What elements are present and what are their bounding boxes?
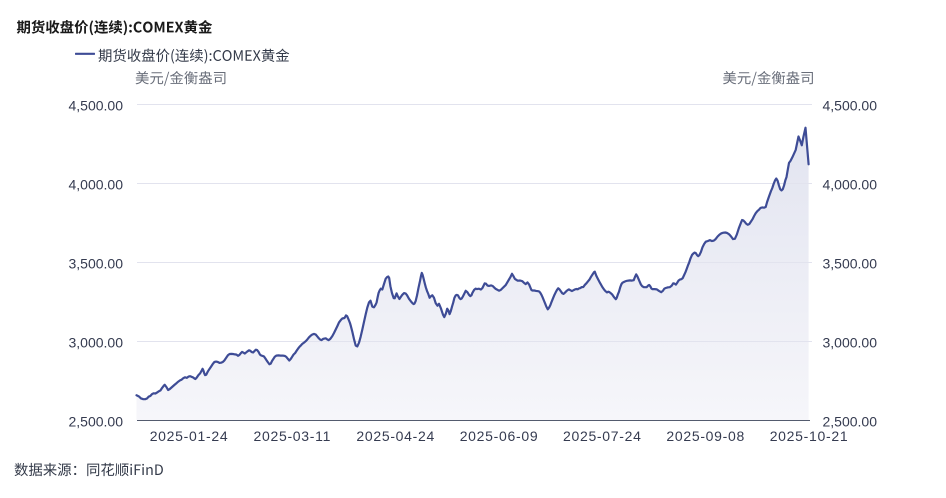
svg-text:4,000.00: 4,000.00	[69, 177, 124, 193]
svg-text:4,000.00: 4,000.00	[823, 177, 878, 193]
svg-text:4,500.00: 4,500.00	[69, 98, 124, 114]
svg-text:3,000.00: 3,000.00	[823, 335, 878, 351]
svg-text:3,000.00: 3,000.00	[69, 335, 124, 351]
svg-text:2025-06-09: 2025-06-09	[460, 428, 539, 444]
svg-text:2025-07-24: 2025-07-24	[563, 428, 642, 444]
svg-text:3,500.00: 3,500.00	[69, 256, 124, 272]
svg-text:2,500.00: 2,500.00	[823, 414, 878, 430]
svg-text:2025-09-08: 2025-09-08	[666, 428, 745, 444]
svg-text:2025-04-24: 2025-04-24	[356, 428, 435, 444]
svg-text:2025-03-11: 2025-03-11	[254, 428, 332, 444]
svg-text:3,500.00: 3,500.00	[823, 256, 878, 272]
svg-text:4,500.00: 4,500.00	[823, 98, 878, 114]
svg-text:2025-10-21: 2025-10-21	[770, 428, 849, 444]
svg-text:2,500.00: 2,500.00	[69, 414, 124, 430]
svg-text:2025-01-24: 2025-01-24	[150, 428, 229, 444]
